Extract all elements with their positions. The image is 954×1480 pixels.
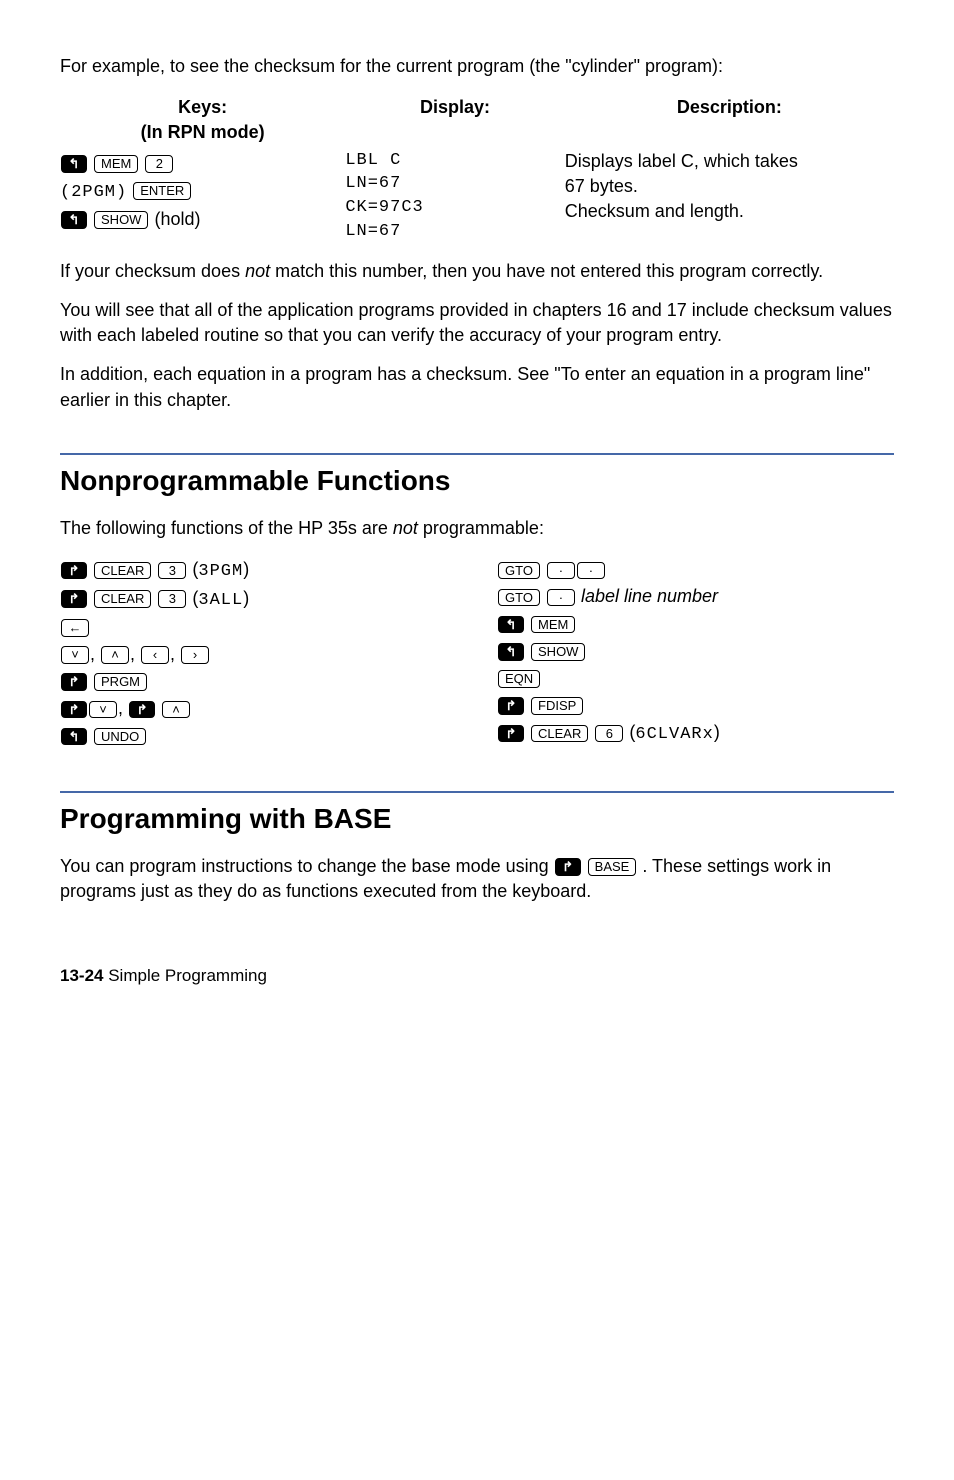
fn-item: ↱ CLEAR 6 (6CLVARx) bbox=[497, 720, 894, 747]
base-key: BASE bbox=[588, 858, 637, 876]
shift-right-icon: ↱ bbox=[498, 725, 524, 743]
shift-left-icon: ↰ bbox=[61, 211, 87, 229]
fn-item: ← bbox=[60, 615, 457, 640]
down-key: ˅ bbox=[61, 646, 89, 664]
shift-right-icon: ↱ bbox=[61, 673, 87, 691]
col-desc-header: Description: bbox=[565, 93, 894, 147]
fn-item: ↱˅, ↱ ˄ bbox=[60, 696, 457, 721]
page-number: 13-24 bbox=[60, 966, 103, 985]
label-3all: 3ALL bbox=[198, 591, 243, 610]
enter-key: ENTER bbox=[133, 182, 191, 200]
shift-right-icon: ↱ bbox=[555, 858, 581, 876]
keys-cell: ↰ MEM 2 (2PGM) ENTER ↰ SHOW (hold) bbox=[60, 148, 345, 245]
shift-left-icon: ↰ bbox=[498, 616, 524, 634]
clear-key: CLEAR bbox=[94, 562, 151, 580]
shift-right-icon: ↱ bbox=[61, 590, 87, 608]
shift-right-icon: ↱ bbox=[498, 697, 524, 715]
back-key: ← bbox=[61, 619, 89, 637]
label-line-number: label line number bbox=[581, 586, 718, 606]
clear-key: CLEAR bbox=[94, 590, 151, 608]
shift-left-icon: ↰ bbox=[498, 643, 524, 661]
nonprogrammable-list: ↱ CLEAR 3 (3PGM) ↱ CLEAR 3 (3ALL) ← ˅, ˄… bbox=[60, 555, 894, 751]
right-key: › bbox=[181, 646, 209, 664]
fn-item: ↰ MEM bbox=[497, 611, 894, 636]
eqn-key: EQN bbox=[498, 670, 540, 688]
desc-cell: Displays label C, which takes 67 bytes. … bbox=[565, 148, 894, 245]
label-6clvarx: 6CLVARx bbox=[635, 725, 713, 744]
heading-base: Programming with BASE bbox=[60, 791, 894, 838]
dot-key: · bbox=[547, 562, 575, 580]
label-2pgm-close: ) bbox=[116, 183, 127, 202]
equation-note: In addition, each equation in a program … bbox=[60, 362, 894, 412]
fn-item: ↱ FDISP bbox=[497, 693, 894, 718]
show-key: SHOW bbox=[94, 211, 148, 229]
fn-item: ˅, ˄, ‹, › bbox=[60, 642, 457, 667]
down-key: ˅ bbox=[89, 701, 117, 719]
six-key: 6 bbox=[595, 725, 623, 743]
three-key: 3 bbox=[158, 590, 186, 608]
chapter-title: Simple Programming bbox=[103, 966, 266, 985]
fn-item: GTO ·· bbox=[497, 557, 894, 582]
col-display-header: Display: bbox=[345, 93, 564, 147]
fn-item: ↱ PRGM bbox=[60, 669, 457, 694]
shift-left-icon: ↰ bbox=[61, 155, 87, 173]
prgm-key: PRGM bbox=[94, 673, 147, 691]
dot-key: · bbox=[577, 562, 605, 580]
shift-left-icon: ↰ bbox=[61, 728, 87, 746]
up-key: ˄ bbox=[101, 646, 129, 664]
three-key: 3 bbox=[158, 562, 186, 580]
label-3pgm: 3PGM bbox=[198, 562, 243, 581]
heading-nonprogrammable: Nonprogrammable Functions bbox=[60, 453, 894, 500]
mem-key: MEM bbox=[531, 616, 575, 634]
shift-right-icon: ↱ bbox=[61, 701, 87, 719]
gto-key: GTO bbox=[498, 589, 540, 607]
fn-item: ↱ CLEAR 3 (3PGM) bbox=[60, 557, 457, 584]
dot-key: · bbox=[547, 589, 575, 607]
intro-paragraph: For example, to see the checksum for the… bbox=[60, 54, 894, 79]
fn-item: ↱ CLEAR 3 (3ALL) bbox=[60, 586, 457, 613]
gto-key: GTO bbox=[498, 562, 540, 580]
nonprogrammable-intro: The following functions of the HP 35s ar… bbox=[60, 516, 894, 541]
fn-item: GTO · label line number bbox=[497, 584, 894, 609]
undo-key: UNDO bbox=[94, 728, 146, 746]
label-2pgm: 2PGM bbox=[71, 183, 116, 202]
left-key: ‹ bbox=[141, 646, 169, 664]
fn-item: EQN bbox=[497, 666, 894, 691]
up-key: ˄ bbox=[162, 701, 190, 719]
hold-label: (hold) bbox=[154, 209, 200, 229]
mem-key: MEM bbox=[94, 155, 138, 173]
clear-key: CLEAR bbox=[531, 725, 588, 743]
page-footer: 13-24 Simple Programming bbox=[60, 964, 894, 988]
two-key: 2 bbox=[145, 155, 173, 173]
example-table: Keys: (In RPN mode) Display: Description… bbox=[60, 93, 894, 245]
display-cell: LBL C LN=67 CK=97C3 LN=67 bbox=[345, 148, 564, 245]
chapters-note: You will see that all of the application… bbox=[60, 298, 894, 348]
base-paragraph: You can program instructions to change t… bbox=[60, 854, 894, 904]
col-keys-header: Keys: (In RPN mode) bbox=[60, 93, 345, 147]
fdisp-key: FDISP bbox=[531, 697, 583, 715]
shift-right-icon: ↱ bbox=[61, 562, 87, 580]
fn-item: ↰ SHOW bbox=[497, 639, 894, 664]
shift-right-icon: ↱ bbox=[129, 701, 155, 719]
checksum-note: If your checksum does not match this num… bbox=[60, 259, 894, 284]
fn-item: ↰ UNDO bbox=[60, 723, 457, 748]
label-2pgm-open: ( bbox=[60, 183, 71, 202]
show-key: SHOW bbox=[531, 643, 585, 661]
